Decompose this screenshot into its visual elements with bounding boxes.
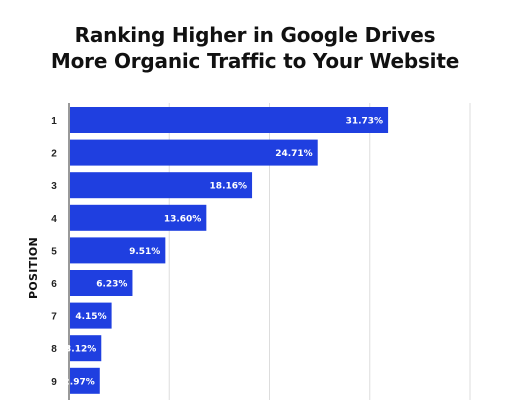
bar-value-label: 6.23% bbox=[96, 280, 127, 290]
bar-value-label: 31.73% bbox=[346, 117, 384, 127]
y-tick-label: 5 bbox=[51, 246, 57, 257]
bar-9 bbox=[70, 367, 100, 394]
bar-value-label: 9.51% bbox=[129, 247, 160, 257]
bar-6 bbox=[70, 270, 133, 296]
bar-8 bbox=[70, 335, 102, 362]
y-tick-labels: 1 2 3 4 5 6 7 8 9 bbox=[51, 116, 57, 388]
bar-value-label: 18.16% bbox=[210, 182, 248, 192]
chart-title-line-2: More Organic Traffic to Your Website bbox=[50, 49, 460, 73]
y-tick-label: 7 bbox=[51, 312, 57, 323]
bar-1 bbox=[70, 107, 389, 133]
chart-title: Ranking Higher in Google Drives More Org… bbox=[0, 22, 510, 74]
y-tick-label: 4 bbox=[51, 214, 57, 225]
y-tick-label: 3 bbox=[51, 181, 57, 192]
y-tick-label: 9 bbox=[51, 377, 57, 388]
bar-3 bbox=[70, 172, 253, 199]
bar-value-label: 2.97% bbox=[64, 377, 95, 387]
y-tick-label: 8 bbox=[51, 344, 57, 355]
y-tick-label: 2 bbox=[51, 149, 57, 160]
bar-value-label: 24.71% bbox=[275, 149, 313, 159]
y-axis-title: POSITION bbox=[27, 237, 40, 299]
bars bbox=[70, 107, 389, 394]
bar-2 bbox=[70, 139, 318, 166]
y-tick-label: 1 bbox=[51, 116, 57, 127]
bar-value-label: 3.12% bbox=[65, 345, 96, 355]
chart-title-line-1: Ranking Higher in Google Drives bbox=[74, 23, 436, 47]
bar-7 bbox=[70, 302, 112, 329]
y-tick-label: 6 bbox=[51, 279, 57, 290]
bar-value-label: 4.15% bbox=[75, 312, 106, 322]
bar-value-label: 13.60% bbox=[164, 214, 202, 224]
bar-5 bbox=[70, 237, 166, 264]
bar-4 bbox=[70, 204, 207, 231]
bar-value-labels: 31.73% 24.71% 18.16% 13.60% 9.51% 6.23% 4.15% 3… bbox=[64, 117, 384, 388]
